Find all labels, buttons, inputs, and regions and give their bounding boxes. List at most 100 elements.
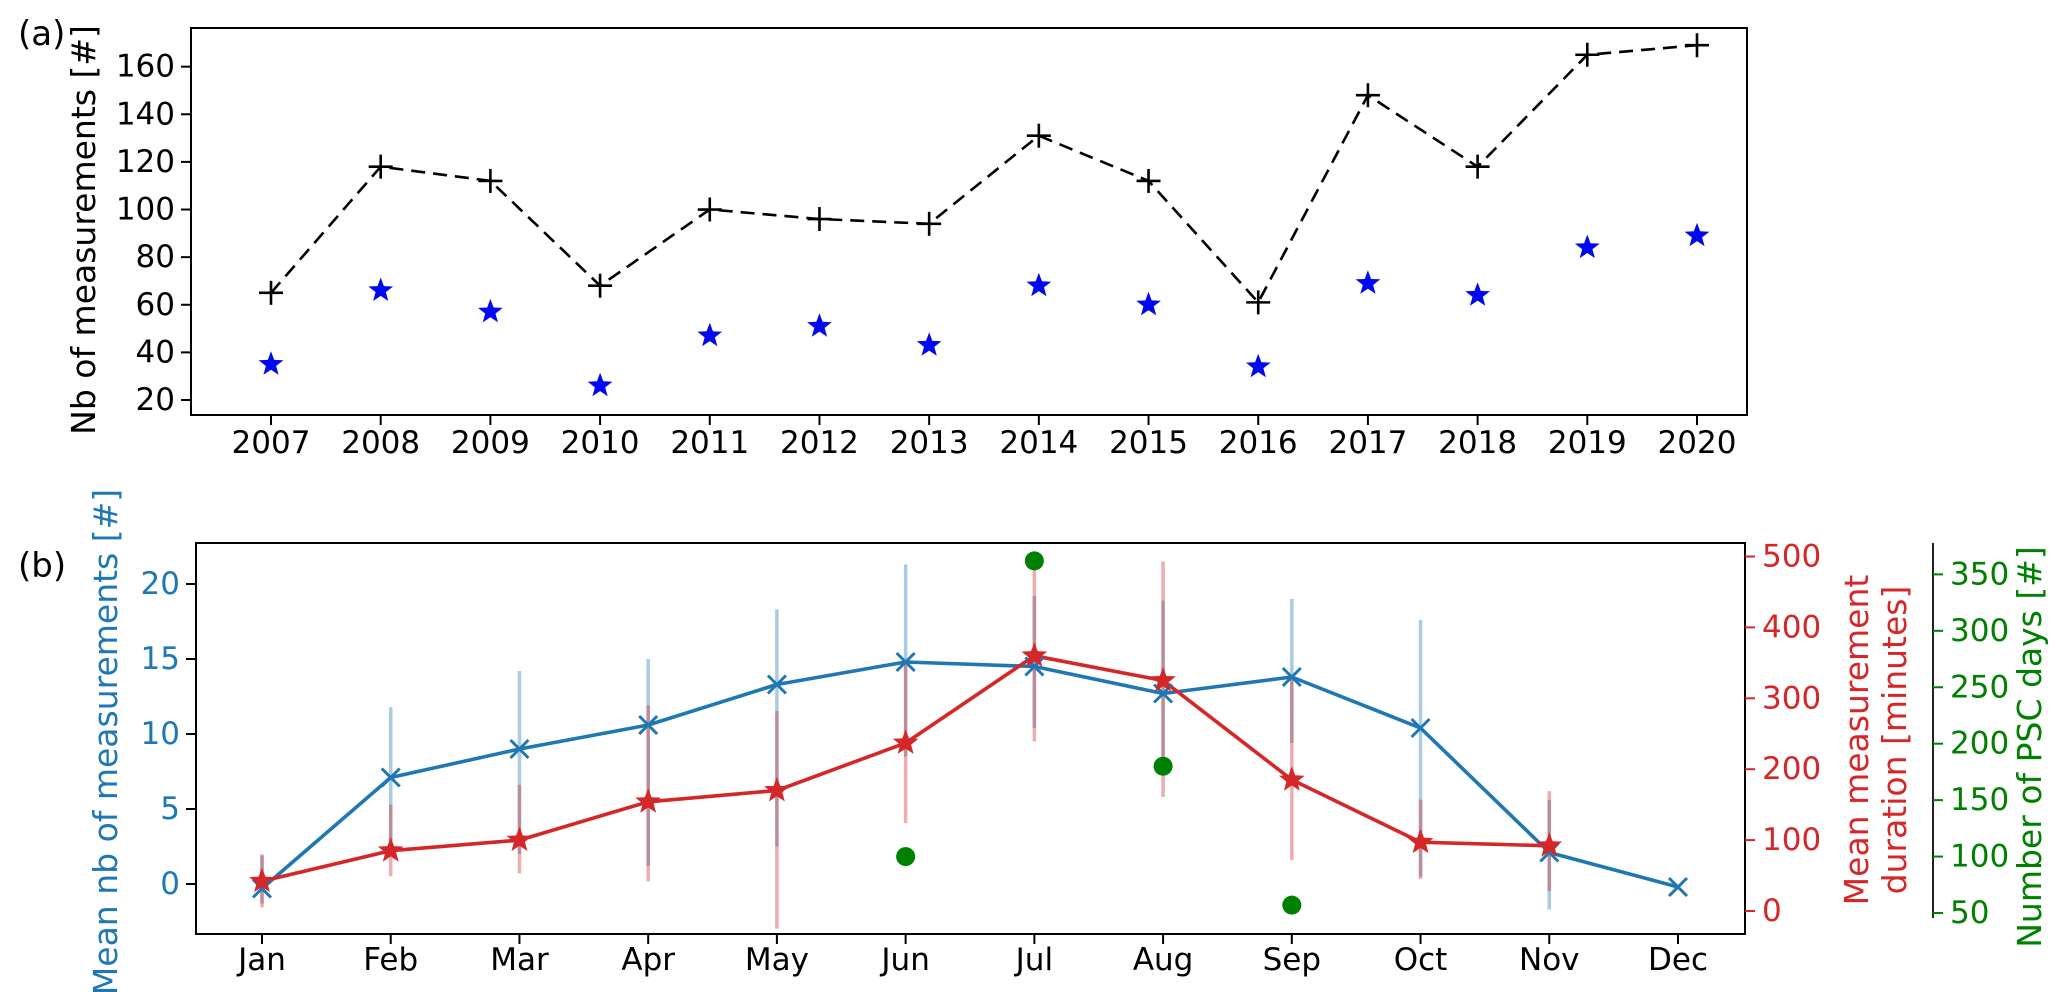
panel-a-x-tick-label: 2014 <box>999 425 1078 461</box>
panel-a-y-tick-label: 40 <box>136 334 175 370</box>
x-marker <box>895 651 916 673</box>
right-axis-label-line1: Mean measurement <box>1837 574 1876 906</box>
panel-b-x-tick-label: Feb <box>363 942 418 978</box>
panel-a-letter: (a) <box>18 14 66 54</box>
panel-b-x-tick-label: Aug <box>1133 942 1194 978</box>
panel-a-frame <box>190 27 1748 416</box>
panel-a-x-tick-label: 2019 <box>1548 425 1627 461</box>
red-star-marker <box>1407 828 1434 854</box>
series-total-measurements-line <box>270 43 1698 305</box>
panel-b-left-tick-label: 10 <box>141 716 180 752</box>
panel-b-duration-tick-label: 400 <box>1762 609 1821 645</box>
star-marker <box>1574 234 1600 259</box>
panel-b-duration-tick-label: 100 <box>1762 822 1821 858</box>
panel-b-x-tick-label: Mar <box>490 942 549 978</box>
star-marker <box>1026 272 1052 297</box>
panel-b-x-tick-label: Nov <box>1519 942 1580 978</box>
panel-a-y-tick-label: 140 <box>116 96 175 132</box>
red-star-marker <box>892 729 919 754</box>
panel-b: 0 5 10 15 20 Jan Feb Mar Apr May Jun Jul Aug Sep Oct No… <box>141 539 2010 979</box>
psc-days-dot-marker <box>896 847 916 867</box>
panel-a-y-axis-label: Nb of measurements [#] <box>64 25 103 435</box>
panel-b-frame <box>195 542 1746 935</box>
panel-b-psc-tick-label: 200 <box>1950 726 2009 762</box>
panel-b-left-tick-label: 20 <box>141 566 180 602</box>
series-mean-measurements-line <box>260 660 1679 890</box>
panel-a-x-tick-label: 2008 <box>341 425 420 461</box>
red-star-marker <box>764 777 790 802</box>
psc-days-dot-marker <box>1153 756 1173 776</box>
panel-b-right-axis-label: Mean measurement duration [minutes] <box>1837 574 1914 906</box>
panel-a-x-tick-label: 2011 <box>670 425 749 461</box>
panel-a-x-tick-label: 2020 <box>1658 425 1737 461</box>
panel-a: 20 40 60 80 100 120 140 160 2007 2008 2009 2010 2011… <box>116 27 1748 461</box>
red-star-marker <box>1021 642 1048 667</box>
panel-a-x-tick-label: 2017 <box>1328 425 1407 461</box>
panel-a-x-tick-label: 2009 <box>451 425 530 461</box>
panel-b-x-tick-label: Apr <box>621 942 675 978</box>
panel-a-y-tick-label: 100 <box>116 192 175 228</box>
x-marker <box>638 714 659 736</box>
star-marker <box>368 277 394 301</box>
panel-b-x-tick-label: Jan <box>236 942 286 978</box>
panel-b-psc-tick-label: 250 <box>1950 669 2009 705</box>
star-marker <box>1355 270 1381 294</box>
star-marker <box>916 332 942 356</box>
star-marker <box>1136 291 1161 316</box>
panel-b-psc-tick-label: 350 <box>1950 556 2009 592</box>
panel-a-y-tick-label: 60 <box>136 287 175 323</box>
star-marker <box>1245 353 1271 378</box>
star-marker <box>1465 282 1490 306</box>
panel-b-left-axis-label: Mean nb of measurements [#] <box>86 488 125 992</box>
x-marker <box>766 674 787 695</box>
x-marker <box>509 738 530 760</box>
panel-b-duration-tick-label: 0 <box>1762 893 1782 929</box>
star-marker <box>807 313 832 337</box>
panel-a-x-tick-label: 2013 <box>890 425 969 461</box>
x-marker <box>1667 876 1689 898</box>
panel-b-x-tick-label: Jul <box>1014 942 1053 978</box>
panel-b-psc-axis-label: Number of PSC days [#] <box>2010 546 2049 948</box>
x-marker <box>1281 666 1302 688</box>
panel-b-x-tick-label: Sep <box>1263 942 1321 978</box>
panel-b-left-tick-label: 15 <box>141 641 180 677</box>
right-axis-label-line2: duration [minutes] <box>1875 585 1914 895</box>
panel-b-duration-tick-label: 500 <box>1762 539 1821 575</box>
panel-b-left-tick-label: 0 <box>160 866 180 902</box>
psc-days-dot-marker <box>1024 551 1044 571</box>
panel-b-psc-tick-label: 300 <box>1950 613 2009 649</box>
panel-b-psc-tick-label: 150 <box>1950 782 2009 818</box>
red-star-marker <box>635 788 661 813</box>
star-marker <box>478 298 503 323</box>
panel-b-left-tick-label: 5 <box>160 791 180 827</box>
panel-b-duration-tick-label: 200 <box>1762 751 1821 787</box>
x-marker <box>380 767 401 788</box>
panel-a-x-tick-label: 2012 <box>780 425 859 461</box>
panel-a-x-tick-label: 2010 <box>561 425 640 461</box>
panel-a-x-tick-label: 2015 <box>1109 425 1188 461</box>
panel-a-x-tick-label: 2018 <box>1438 425 1517 461</box>
red-star-marker <box>1536 832 1563 857</box>
psc-days-dot-marker <box>1282 895 1302 915</box>
star-marker <box>1684 222 1710 247</box>
red-star-marker <box>377 837 404 862</box>
star-marker <box>697 322 723 347</box>
panel-b-x-tick-label: Jun <box>879 942 929 978</box>
x-marker <box>1410 717 1431 739</box>
panel-a-y-tick-label: 20 <box>136 382 175 418</box>
panel-a-x-tick-label: 2007 <box>232 425 311 461</box>
panel-b-x-tick-label: Oct <box>1394 942 1448 978</box>
panel-a-y-tick-label: 80 <box>136 239 175 275</box>
red-star-marker <box>249 867 275 893</box>
red-star-marker <box>506 826 533 851</box>
panel-b-duration-tick-label: 300 <box>1762 680 1821 716</box>
red-star-marker <box>1150 667 1176 692</box>
panel-b-psc-tick-label: 100 <box>1950 839 2009 875</box>
panel-b-x-tick-label: Dec <box>1648 942 1708 978</box>
panel-b-psc-tick-label: 50 <box>1950 895 1989 931</box>
red-star-marker <box>1279 766 1305 791</box>
panel-b-x-tick-label: May <box>745 942 809 978</box>
panel-b-letter: (b) <box>18 546 67 586</box>
